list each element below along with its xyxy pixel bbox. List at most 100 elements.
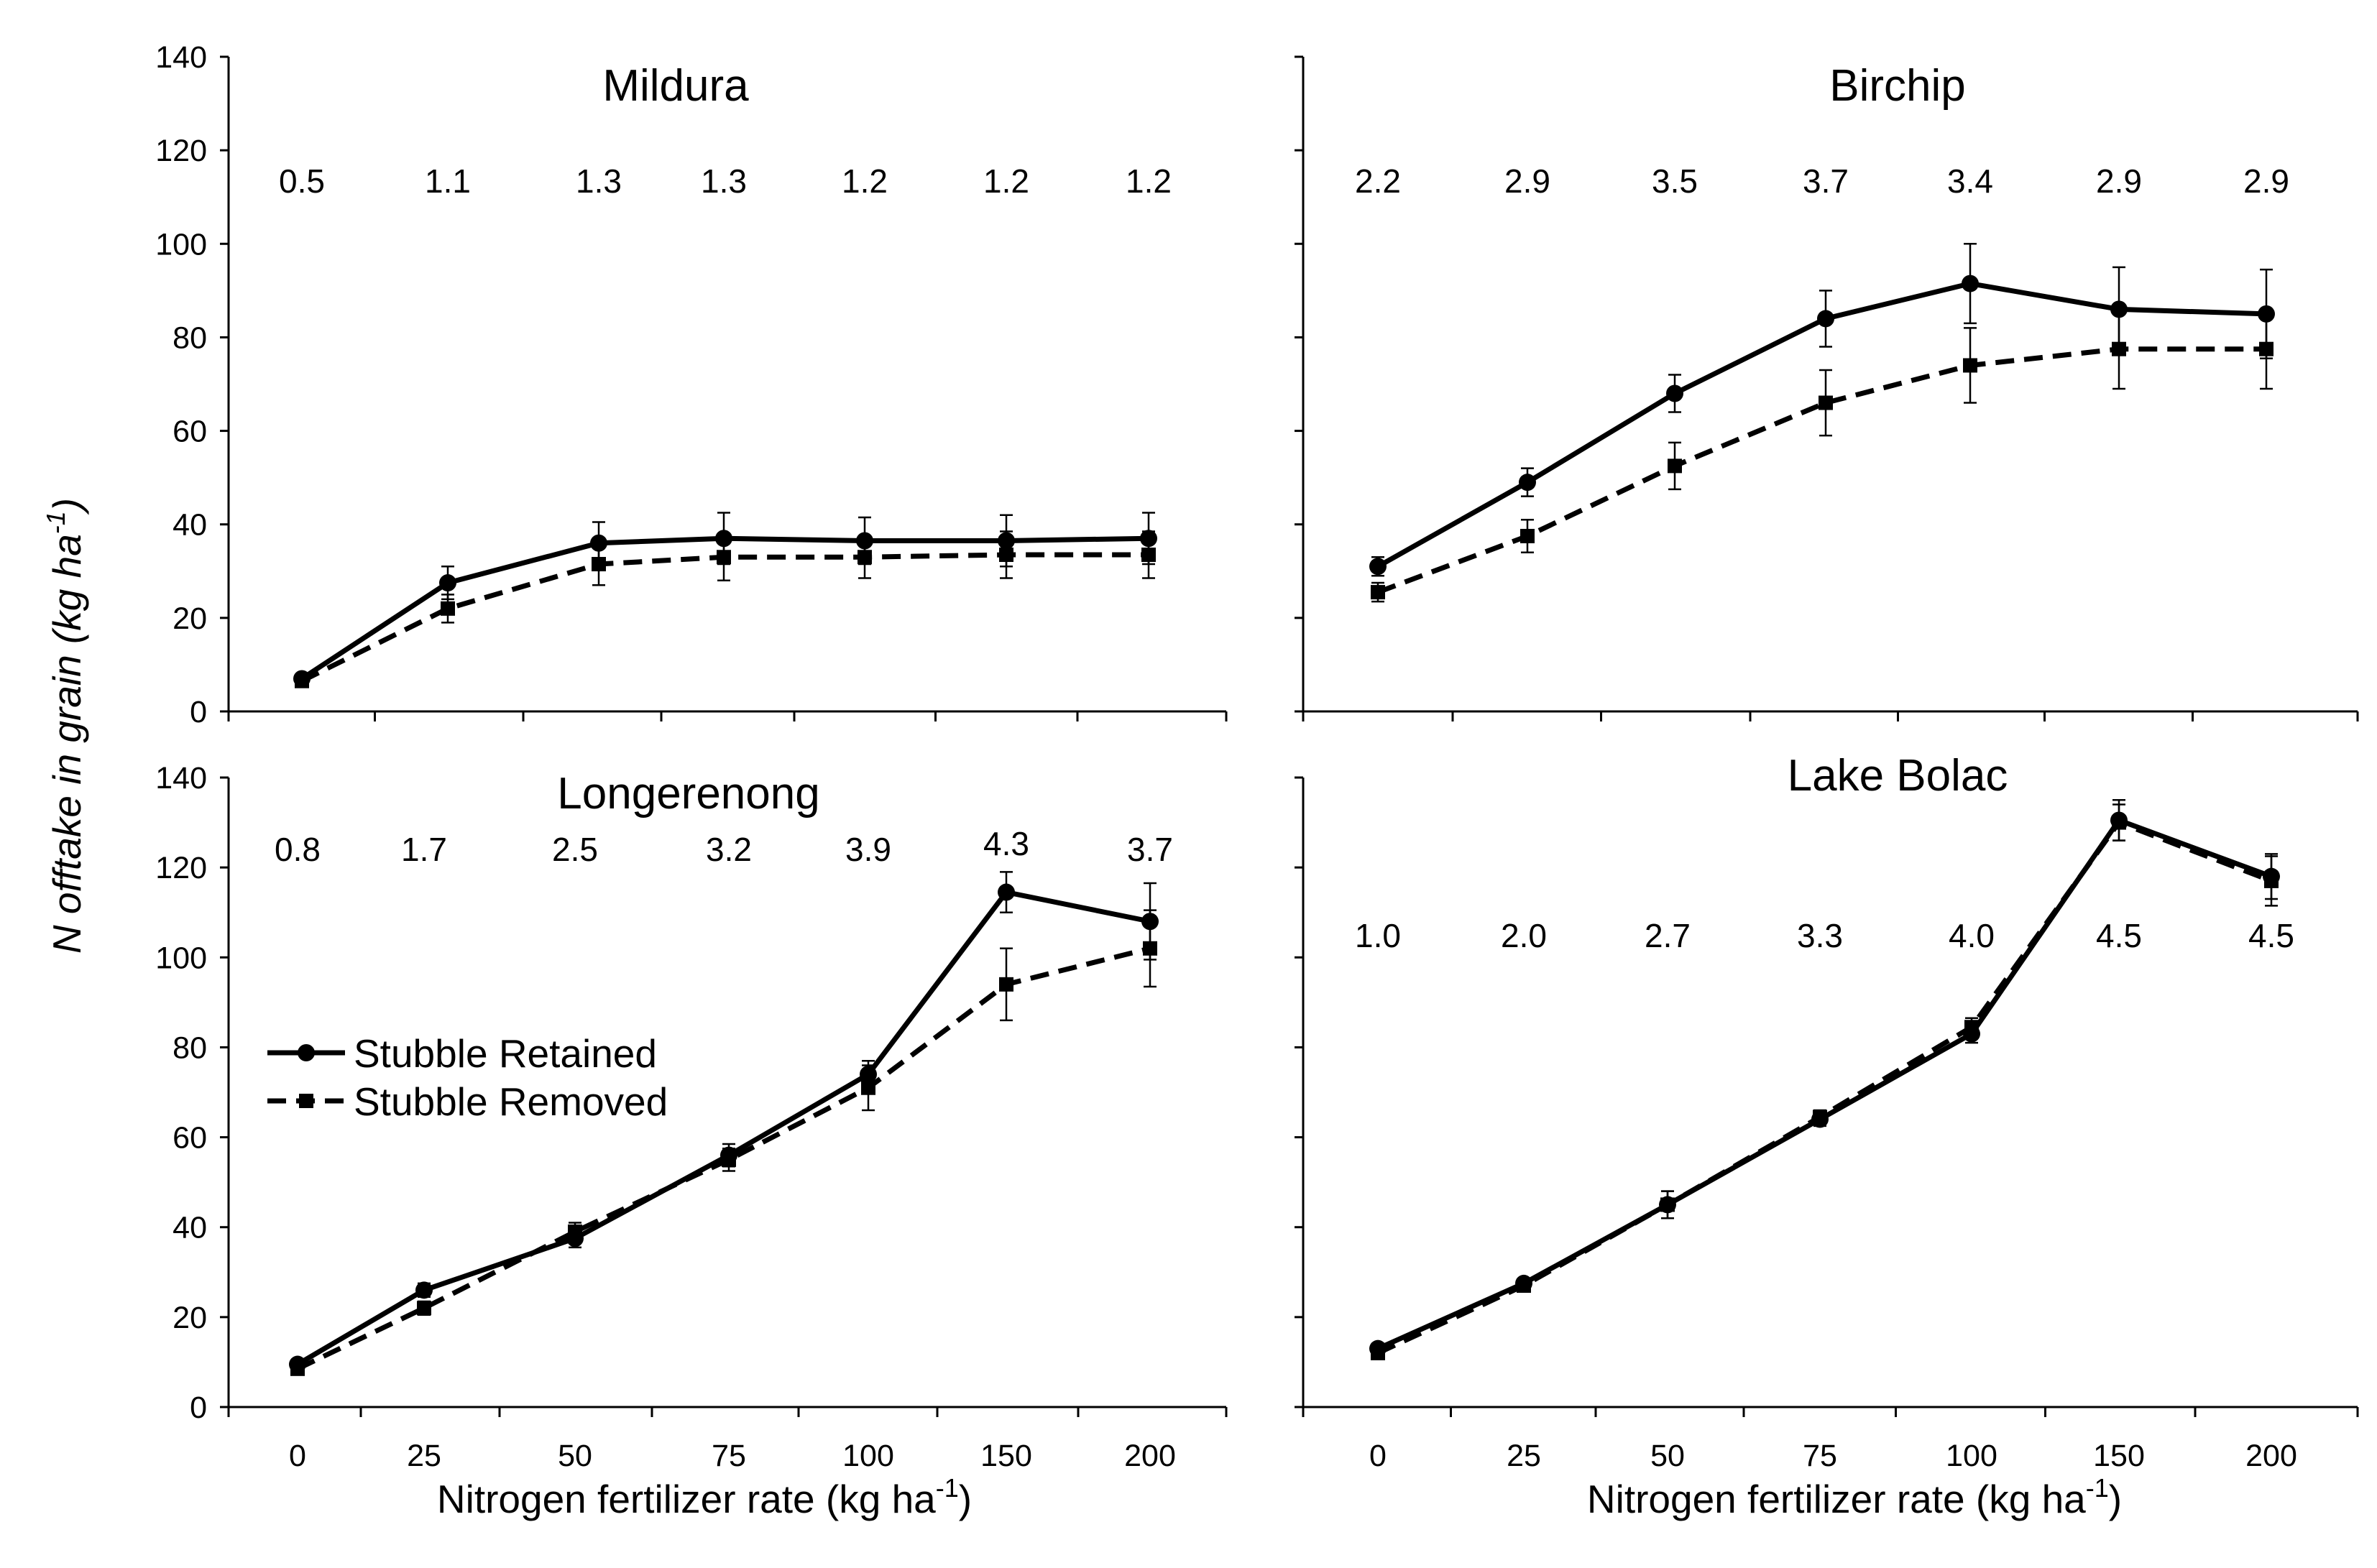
panel-title: Longerenong	[557, 769, 819, 818]
data-marker-square	[290, 1361, 305, 1376]
data-marker-square	[999, 548, 1013, 563]
yield-annotation: 0.8	[275, 831, 321, 868]
data-marker-square	[295, 673, 309, 688]
yield-annotation: 3.7	[1127, 831, 1173, 868]
panel-title: Mildura	[602, 61, 749, 111]
data-marker-square	[1963, 358, 1977, 373]
y-tick-label: 40	[173, 508, 207, 543]
yield-annotation: 4.5	[2096, 917, 2142, 954]
data-marker-square	[568, 1224, 582, 1239]
yield-annotation: 4.5	[2248, 917, 2294, 954]
series-line-stubble-retained	[1376, 817, 2273, 1351]
panel-lake-bolac: 0 25 50 75 100 150 200 Lake Bolac 1.0 2.0 2.7 3.3 4.…	[1295, 751, 2359, 1473]
y-axis-label: N offtake in grain (kg ha-1)	[41, 498, 89, 954]
yield-annotation: 3.5	[1652, 162, 1698, 200]
yield-annotation: 3.7	[1803, 162, 1849, 200]
y-tick-label: 100	[155, 941, 207, 975]
yield-annotation: 3.9	[845, 831, 891, 868]
y-tick-label: 120	[155, 851, 207, 885]
data-marker-circle	[1962, 275, 1979, 292]
data-marker-circle	[1666, 384, 1683, 402]
data-marker-square	[717, 550, 731, 565]
x-axis-label-main: Nitrogen fertilizer rate (kg ha	[437, 1477, 936, 1521]
y-tick-label: 140	[155, 40, 207, 75]
data-marker-square	[1520, 528, 1535, 543]
y-tick-label: 0	[190, 695, 207, 729]
x-tick-label: 50	[1650, 1439, 1685, 1473]
data-marker-circle	[1369, 558, 1387, 576]
data-marker-circle	[1519, 474, 1536, 492]
y-axis-label-sup: -1	[41, 511, 70, 534]
data-marker-square	[861, 1080, 875, 1095]
yield-annotation: 1.0	[1355, 917, 1401, 954]
y-tick-label: 20	[173, 601, 207, 636]
data-marker-square	[1660, 1197, 1675, 1212]
data-marker-square	[441, 601, 455, 616]
data-marker-square	[858, 550, 872, 565]
y-tick-label: 120	[155, 134, 207, 168]
yield-annotation: 2.0	[1501, 917, 1547, 954]
x-axis-label: Nitrogen fertilizer rate (kg ha-1)	[437, 1473, 972, 1521]
data-marker-square	[999, 977, 1013, 992]
data-marker-square	[1141, 548, 1156, 563]
x-tick-label: 50	[558, 1439, 592, 1473]
yield-annotation: 1.2	[983, 162, 1029, 200]
x-axis-label-main: Nitrogen fertilizer rate (kg ha	[1587, 1477, 2086, 1521]
x-tick-label: 100	[842, 1439, 894, 1473]
yield-annotation: 1.3	[701, 162, 747, 200]
x-tick-label: 75	[1803, 1439, 1837, 1473]
yield-annotation: 2.9	[1504, 162, 1550, 200]
x-tick-label: 75	[712, 1439, 746, 1473]
data-marker-circle	[998, 883, 1015, 901]
data-marker-square	[1813, 1110, 1827, 1125]
panel-mildura: 0 20 40 60 80 100 120 140 Mildura 0.5 1.1 1.3 1.3 1.2…	[155, 40, 1228, 729]
x-tick-label: 0	[1369, 1439, 1387, 1473]
x-tick-label: 0	[289, 1439, 306, 1473]
x-axis-label-close: )	[2109, 1477, 2122, 1521]
legend-label-retained: Stubble Retained	[354, 1031, 657, 1076]
data-marker-square	[1371, 585, 1385, 600]
y-axis-label-main: N offtake in grain (kg ha	[45, 534, 89, 954]
data-marker-square	[2264, 873, 2279, 888]
yield-annotation: 3.2	[706, 831, 752, 868]
x-tick-label: 150	[980, 1439, 1032, 1473]
x-tick-label: 200	[2245, 1439, 2297, 1473]
data-marker-circle	[439, 574, 456, 592]
yield-annotation: 2.9	[2096, 162, 2142, 200]
yield-annotation: 2.5	[552, 831, 598, 868]
y-tick-label: 80	[173, 320, 207, 355]
data-marker-square	[2112, 341, 2126, 356]
y-tick-label: 100	[155, 227, 207, 262]
data-marker-square	[2112, 815, 2126, 830]
y-tick-label: 0	[190, 1391, 207, 1425]
y-tick-label: 140	[155, 761, 207, 795]
data-marker-square	[592, 557, 606, 572]
x-tick-label: 25	[407, 1439, 441, 1473]
yield-annotation: 1.1	[425, 162, 471, 200]
data-marker-circle	[1817, 310, 1834, 328]
x-tick-label: 100	[1946, 1439, 1997, 1473]
series-line-stubble-removed	[1376, 820, 2273, 1356]
data-marker-square	[2259, 341, 2273, 356]
data-marker-circle	[415, 1281, 433, 1299]
yield-annotation: 0.5	[279, 162, 325, 200]
data-marker-square	[1371, 1345, 1385, 1360]
data-marker-square	[1668, 458, 1682, 474]
yield-annotation: 2.7	[1645, 917, 1691, 954]
data-marker-square	[1819, 395, 1833, 410]
series-line-stubble-removed	[300, 552, 1149, 683]
y-tick-label: 60	[173, 1121, 207, 1156]
legend-label-removed: Stubble Removed	[354, 1079, 668, 1124]
y-tick-label: 80	[173, 1030, 207, 1065]
yield-annotation: 2.2	[1355, 162, 1401, 200]
x-axis-label-sup: -1	[2086, 1473, 2109, 1503]
yield-annotation: 1.2	[842, 162, 888, 200]
x-tick-label: 150	[2093, 1439, 2145, 1473]
legend-marker-circle	[298, 1044, 315, 1061]
x-tick-label: 200	[1124, 1439, 1176, 1473]
yield-annotation: 4.3	[983, 825, 1029, 862]
legend-marker-square	[299, 1094, 313, 1108]
yield-annotation: 3.3	[1797, 917, 1843, 954]
y-tick-label: 60	[173, 415, 207, 449]
